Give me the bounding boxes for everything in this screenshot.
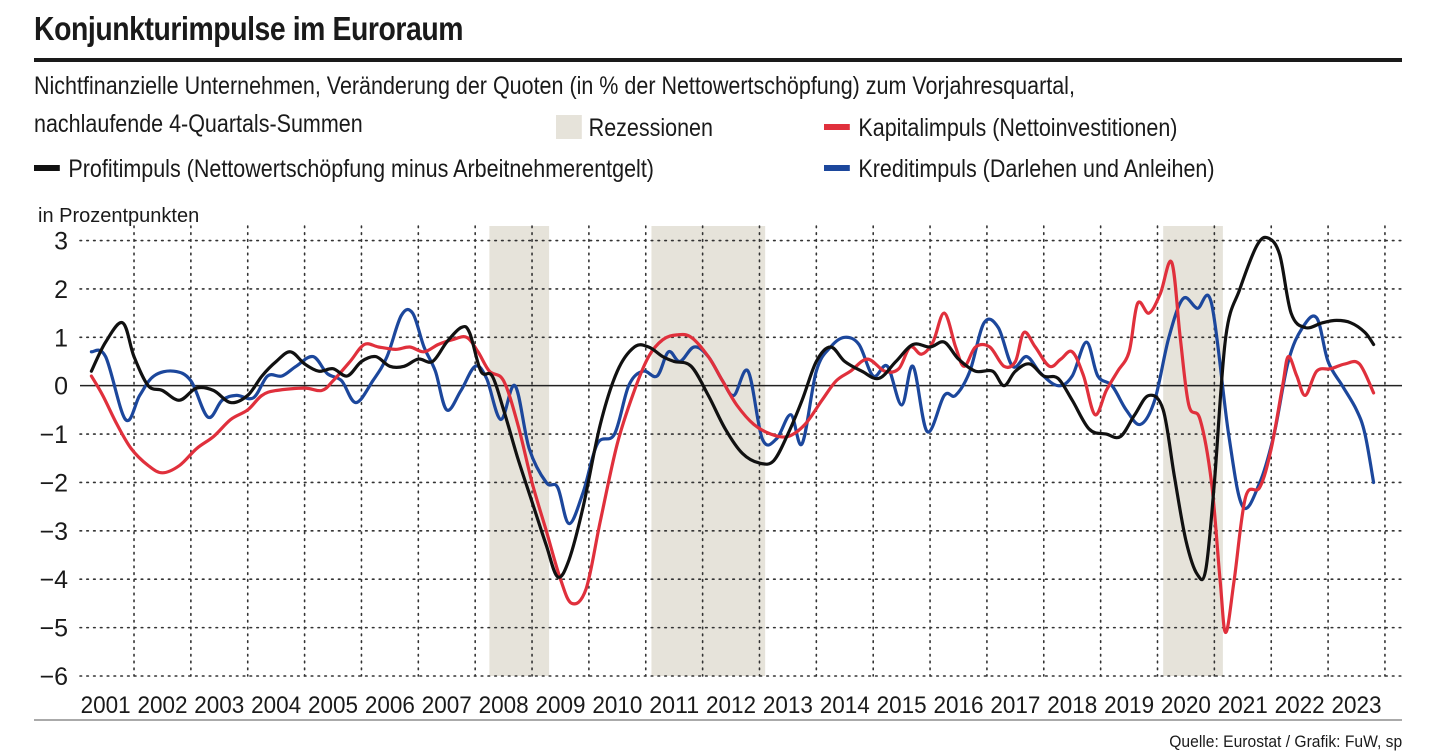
legend-label-profit: Profitimpuls (Nettowertschöpfung minus A… bbox=[68, 155, 654, 183]
series-line-profit bbox=[89, 235, 1376, 582]
y-tick-label: −3 bbox=[39, 518, 68, 546]
source-note: Quelle: Eurostat / Grafik: FuW, sp bbox=[1169, 732, 1402, 751]
legend-label-kredit: Kreditimpuls (Darlehen und Anleihen) bbox=[858, 155, 1215, 183]
y-tick-label: 3 bbox=[54, 228, 68, 256]
x-tick-label: 2007 bbox=[422, 692, 472, 719]
x-tick-label: 2009 bbox=[535, 692, 585, 719]
recession-band-2 bbox=[651, 226, 766, 676]
x-tick-label: 2005 bbox=[308, 692, 358, 719]
title-rule bbox=[34, 58, 1402, 62]
x-tick-label: 2013 bbox=[763, 692, 813, 719]
legend-swatch-recessions bbox=[556, 115, 582, 139]
x-tick-label: 2012 bbox=[706, 692, 756, 719]
recession-band-3 bbox=[1163, 226, 1223, 676]
x-tick-label: 2014 bbox=[820, 692, 870, 719]
x-tick-label: 2008 bbox=[479, 692, 529, 719]
x-tick-label: 2011 bbox=[649, 692, 699, 719]
x-tick-label: 2016 bbox=[933, 692, 983, 719]
subtitle-line-1: Nichtfinanzielle Unternehmen, Veränderun… bbox=[34, 72, 1075, 100]
y-tick-label: −6 bbox=[39, 663, 68, 691]
x-tick-label: 2015 bbox=[877, 692, 927, 719]
x-tick-label: 2002 bbox=[137, 692, 187, 719]
x-tick-label: 2021 bbox=[1218, 692, 1268, 719]
x-tick-label: 2018 bbox=[1047, 692, 1097, 719]
x-tick-label: 2010 bbox=[592, 692, 642, 719]
x-tick-label: 2019 bbox=[1104, 692, 1154, 719]
x-tick-label: 2004 bbox=[251, 692, 301, 719]
legend-swatch-kapital bbox=[824, 124, 850, 130]
chart-title: Konjunkturimpulse im Euroraum bbox=[34, 10, 464, 47]
x-tick-label: 2017 bbox=[990, 692, 1040, 719]
y-tick-label: 2 bbox=[54, 276, 68, 304]
recession-band-1 bbox=[489, 226, 550, 676]
x-tick-label: 2022 bbox=[1275, 692, 1325, 719]
y-axis-label: in Prozentpunkten bbox=[38, 205, 199, 227]
series-line-kredit bbox=[89, 293, 1376, 526]
x-tick-label: 2020 bbox=[1161, 692, 1211, 719]
y-tick-label: −5 bbox=[39, 615, 68, 643]
x-tick-label: 2003 bbox=[194, 692, 244, 719]
legend-profit: Profitimpuls (Nettowertschöpfung minus A… bbox=[34, 155, 654, 184]
y-tick-label: 0 bbox=[54, 373, 68, 401]
legend-kapital: Kapitalimpuls (Nettoinvestitionen) bbox=[824, 114, 1177, 143]
legend-recessions: Rezessionen bbox=[556, 114, 713, 143]
series-line-kapital bbox=[89, 259, 1376, 635]
y-tick-labels: 3 2 1 0 −1 −2 −3 −4 −5 −6 bbox=[39, 228, 68, 691]
x-tick-label: 2006 bbox=[365, 692, 415, 719]
x-tick-label: 2001 bbox=[81, 692, 131, 719]
subtitle-line-2: nachlaufende 4-Quartals-Summen bbox=[34, 110, 363, 138]
y-tick-label: 1 bbox=[54, 324, 68, 352]
y-tick-label: −4 bbox=[39, 566, 68, 594]
legend-kredit: Kreditimpuls (Darlehen und Anleihen) bbox=[824, 155, 1215, 184]
legend-swatch-kredit bbox=[824, 165, 850, 171]
x-tick-label: 2023 bbox=[1332, 692, 1382, 719]
legend-swatch-profit bbox=[34, 165, 60, 171]
legend-label-recessions: Rezessionen bbox=[588, 114, 713, 142]
series-lines bbox=[89, 235, 1376, 635]
y-tick-label: −1 bbox=[39, 421, 68, 449]
legend-label-kapital: Kapitalimpuls (Nettoinvestitionen) bbox=[858, 114, 1178, 142]
y-tick-label: −2 bbox=[39, 469, 68, 497]
recession-bands bbox=[489, 226, 1223, 676]
x-tick-labels: 2001 2002 2003 2004 2005 2006 2007 2008 2009 2010… bbox=[81, 692, 1382, 719]
